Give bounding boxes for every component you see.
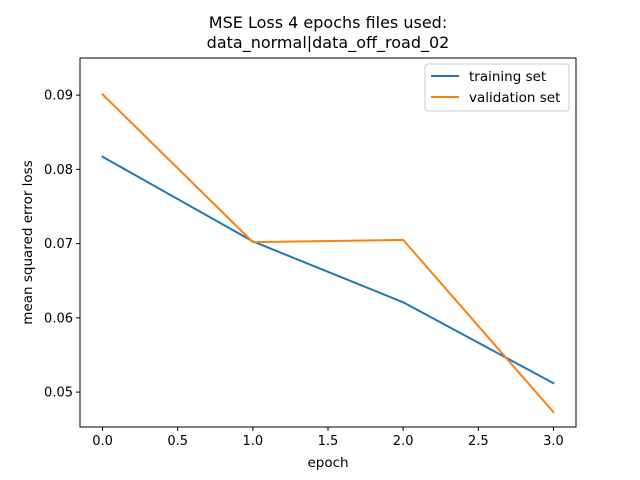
y-tick-label: 0.05: [44, 386, 73, 401]
x-tick-label: 2.5: [468, 434, 489, 449]
legend-label-validation-set: validation set: [469, 90, 560, 106]
chart-title-line-1: MSE Loss 4 epochs files used:: [209, 13, 447, 32]
axis-ticks: 0.0 0.5 1.0 1.5 2.0 2.5 3.0 0.05 0.06 0.07 0.08 0.0…: [44, 89, 564, 449]
x-tick-label: 0.5: [167, 434, 188, 449]
y-tick-label: 0.06: [44, 311, 73, 326]
x-tick-label: 1.0: [243, 434, 264, 449]
x-tick-label: 2.0: [393, 434, 414, 449]
series-line-training-set: [101, 155, 555, 385]
chart-title-line-2: data_normal|data_off_road_02: [207, 33, 450, 53]
y-tick-label: 0.08: [44, 163, 73, 178]
y-tick-label: 0.07: [44, 237, 73, 252]
legend-label-training-set: training set: [469, 69, 546, 85]
legend-box: [424, 63, 570, 112]
series-lines: [101, 92, 555, 414]
x-axis-label: epoch: [307, 455, 348, 471]
y-axis-label: mean squared error loss: [20, 160, 36, 324]
x-tick-label: 0.0: [92, 434, 113, 449]
series-line-validation-set: [101, 92, 555, 414]
x-tick-label: 3.0: [543, 434, 564, 449]
legend: training set validation set: [424, 63, 570, 112]
y-tick-label: 0.09: [44, 89, 73, 104]
x-tick-label: 1.5: [318, 434, 339, 449]
plot-frame: [79, 57, 577, 428]
